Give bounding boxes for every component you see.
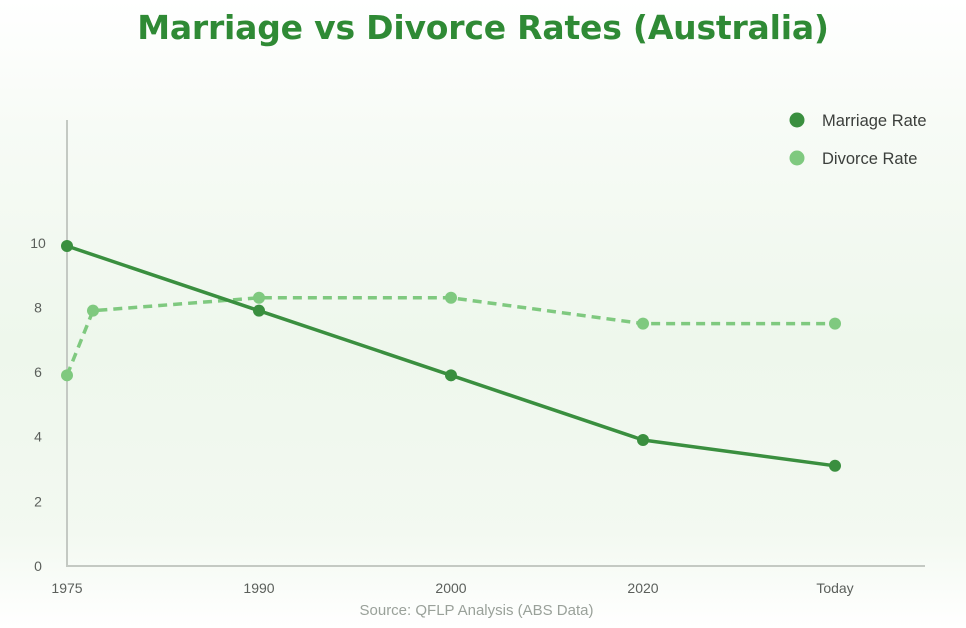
y-tick-label: 6 — [34, 364, 42, 380]
source-note: Source: QFLP Analysis (ABS Data) — [359, 602, 594, 619]
legend-marker-marriage-rate — [789, 112, 805, 128]
legend-label-divorce-rate: Divorce Rate — [822, 150, 917, 168]
divorce-rate-point — [87, 304, 99, 317]
divorce-rate-point — [253, 291, 265, 304]
legend: Marriage Rate Divorce Rate — [789, 112, 927, 168]
y-tick-label: 2 — [34, 493, 42, 509]
x-tick-label: Today — [816, 580, 853, 596]
y-tick-label: 0 — [34, 558, 42, 574]
y-tick-label: 4 — [34, 429, 42, 445]
x-tick-label: 2000 — [435, 580, 466, 596]
y-tick-label: 10 — [30, 235, 46, 251]
marriage-rate-point — [637, 433, 649, 446]
divorce-rate-point — [829, 317, 841, 330]
chart-title: Marriage vs Divorce Rates (Australia) — [137, 8, 829, 47]
marriage-rate-point — [829, 459, 841, 472]
y-tick-labels: 0 2 4 6 8 10 — [30, 235, 46, 574]
divorce-rate-line — [65, 296, 835, 376]
x-tick-labels: 1975 1990 2000 2020 Today — [51, 580, 853, 596]
divorce-rate-point — [445, 291, 457, 304]
x-tick-label: 2020 — [627, 580, 658, 596]
marriage-rate-line — [66, 244, 836, 468]
legend-marker-divorce-rate — [789, 150, 805, 166]
x-tick-label: 1990 — [243, 580, 274, 596]
marriage-rate-point — [445, 369, 457, 382]
divorce-rate-point — [61, 369, 73, 382]
marriage-rate-point — [253, 304, 265, 317]
y-tick-label: 8 — [34, 299, 42, 315]
divorce-rate-point — [637, 317, 649, 330]
x-tick-label: 1975 — [51, 580, 82, 596]
series-layer — [61, 240, 841, 472]
marriage-rate-point — [61, 240, 73, 253]
legend-label-marriage-rate: Marriage Rate — [822, 112, 927, 130]
